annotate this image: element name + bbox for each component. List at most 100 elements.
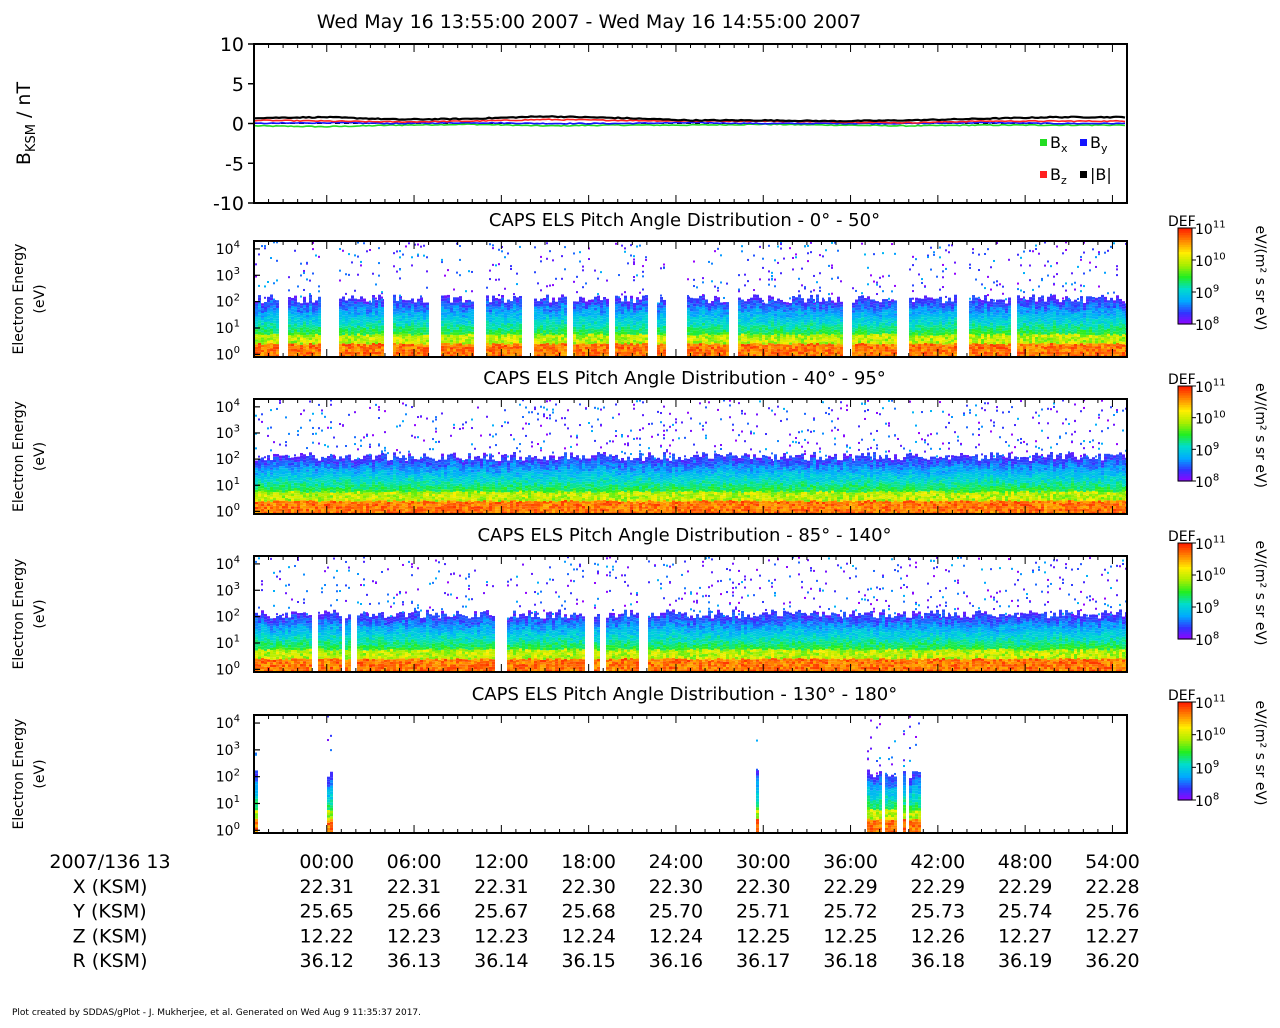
spectrogram-cell [885,346,888,349]
spectrogram-cell [408,352,411,355]
spectrogram-cell [744,334,747,337]
spectrogram-cell [987,309,990,312]
spectrogram-cell [996,347,999,350]
spectrogram-cell [918,298,921,301]
spectrogram-cell [693,298,696,301]
spectrogram-cell [267,327,270,330]
spectrogram-cell [366,317,369,320]
spectrogram-cell [894,306,897,309]
spectrogram-speckle [876,293,878,295]
spectrogram-cell [825,332,828,335]
spectrogram-cell [495,319,498,322]
spectrogram-cell [789,303,792,305]
spectrogram-cell [423,315,426,317]
spectrogram-speckle [546,258,548,260]
spectrogram-cell [399,304,402,307]
spectrogram-cell [342,349,345,352]
spectrogram-cell [408,339,411,342]
spectrogram-cell [894,308,897,311]
spectrogram-cell [555,319,558,322]
spectrogram-cell [786,310,789,312]
spectrogram-cell [930,330,933,333]
spectrogram-cell [891,339,894,342]
spectrogram-cell [639,323,642,326]
spectrogram-cell [702,329,705,332]
spectrogram-speckle [357,256,359,258]
spectrogram-speckle [264,245,266,247]
spectrogram-cell [924,307,927,310]
spectrogram-cell [819,322,822,325]
spectrogram-speckle [939,256,941,258]
spectrogram-cell [1002,300,1005,303]
spectrogram-cell [930,343,933,346]
spectrogram-cell [933,304,936,307]
spectrogram-cell [642,351,645,354]
spectrogram-cell [357,307,360,310]
spectrogram-cell [594,321,597,324]
spectrogram-cell [693,344,696,347]
spectrogram-cell [555,334,558,337]
spectrogram-cell [642,340,645,343]
spectrogram-cell [792,310,795,313]
spectrogram-speckle [873,281,875,283]
spectrogram-cell [774,321,777,324]
spectrogram-cell [456,297,459,300]
spectrogram-speckle [465,290,467,292]
spectrogram-cell [408,321,411,324]
spectrogram-cell [342,327,345,330]
spectrogram-cell [258,320,261,323]
spectrogram-cell [852,322,855,324]
spectrogram-cell [834,340,837,342]
spectrogram-cell [759,330,762,333]
spectrogram-cell [711,332,714,335]
spectrogram-cell [621,349,624,352]
spectrogram-cell [258,340,261,343]
spectrogram-cell [447,303,450,306]
spectrogram-cell [345,347,348,350]
spectrogram-cell [297,317,300,319]
spectrogram-cell [465,349,468,352]
spectrogram-cell [780,313,783,316]
spectrogram-cell [933,333,936,336]
spectrogram-speckle [642,265,644,267]
spectrogram-cell [537,347,540,350]
spectrogram-cell [1029,311,1032,314]
spectrogram-cell [723,335,726,337]
spectrogram-cell [579,346,582,349]
spectrogram-cell [402,331,405,334]
spectrogram-cell [255,314,258,317]
spectrogram-speckle [891,290,893,292]
spectrogram-cell [393,346,396,349]
spectrogram-cell [303,308,306,311]
spectrogram-cell [1029,313,1032,316]
spectrogram-cell [810,326,813,329]
spectrogram-cell [981,341,984,344]
spectrogram-cell [813,337,816,339]
spectrogram-cell [561,317,564,320]
spectrogram-cell [951,304,954,307]
spectrogram-speckle [753,255,755,257]
spectrogram-cell [714,340,717,343]
spectrogram-cell [981,326,984,329]
spectrogram-speckle [639,245,641,247]
spectrogram-cell [354,344,357,347]
spectrogram-speckle [513,293,515,295]
spectrogram-cell [795,300,798,303]
spectrogram-cell [876,332,879,335]
spectrogram-cell [1023,328,1026,331]
spectrogram-cell [705,341,708,344]
spectrogram-cell [837,332,840,335]
spectrogram-cell [867,340,870,343]
spectrogram-speckle [813,275,815,277]
spectrogram-cell [498,312,501,315]
spectrogram-cell [642,310,645,313]
spectrogram-cell [297,345,300,347]
spectrogram-cell [780,318,783,321]
spectrogram-cell [714,318,717,321]
spectrogram-cell [393,298,396,301]
spectrogram-cell [861,301,864,304]
spectrogram-cell [708,320,711,322]
spectrogram-cell [831,334,834,337]
spectrogram-cell [759,335,762,338]
spectrogram-cell [741,331,744,334]
